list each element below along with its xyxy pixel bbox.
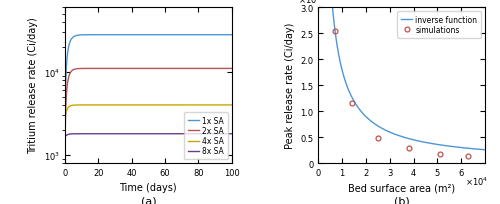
Line: inverse function: inverse function xyxy=(328,0,485,150)
8x SA xyxy=(134,133,140,135)
simulations xyxy=(375,137,381,139)
2x SA xyxy=(174,68,180,70)
8x SA xyxy=(160,133,166,135)
inverse function xyxy=(430,143,436,145)
Y-axis label: Tritium release rate (Ci/day): Tritium release rate (Ci/day) xyxy=(28,18,38,154)
Text: $\times 10^4$: $\times 10^4$ xyxy=(465,175,488,187)
2x SA xyxy=(160,68,166,70)
Text: $\times 10^4$: $\times 10^4$ xyxy=(298,0,322,6)
2x SA xyxy=(105,68,111,70)
Legend: 1x SA, 2x SA, 4x SA, 8x SA: 1x SA, 2x SA, 4x SA, 8x SA xyxy=(184,113,228,159)
Line: simulations: simulations xyxy=(332,29,471,159)
8x SA xyxy=(62,136,68,139)
inverse function xyxy=(366,118,372,120)
2x SA xyxy=(62,147,68,150)
8x SA xyxy=(138,133,143,135)
8x SA xyxy=(228,133,234,135)
1x SA xyxy=(175,34,181,37)
Text: (a): (a) xyxy=(140,196,156,204)
X-axis label: Time (days): Time (days) xyxy=(120,183,177,192)
2x SA xyxy=(188,68,194,70)
Text: (b): (b) xyxy=(394,196,409,204)
Line: 2x SA: 2x SA xyxy=(65,69,232,149)
4x SA xyxy=(228,104,234,107)
simulations xyxy=(466,155,471,158)
simulations xyxy=(437,153,443,155)
1x SA xyxy=(92,34,98,37)
8x SA xyxy=(174,133,180,135)
simulations xyxy=(406,147,412,150)
4x SA xyxy=(160,104,166,107)
4x SA xyxy=(92,104,98,107)
1x SA xyxy=(188,34,194,37)
X-axis label: Bed surface area (m²): Bed surface area (m²) xyxy=(348,183,455,192)
inverse function xyxy=(443,145,449,147)
Legend: inverse function, simulations: inverse function, simulations xyxy=(397,12,481,39)
4x SA xyxy=(174,104,180,107)
4x SA xyxy=(142,104,148,107)
2x SA xyxy=(157,68,163,70)
1x SA xyxy=(228,34,234,37)
8x SA xyxy=(188,133,194,135)
2x SA xyxy=(228,68,234,70)
1x SA xyxy=(138,34,143,37)
inverse function xyxy=(396,135,402,137)
1x SA xyxy=(105,34,111,37)
8x SA xyxy=(92,133,98,135)
Line: 8x SA: 8x SA xyxy=(65,134,232,137)
2x SA xyxy=(92,68,98,70)
Y-axis label: Peak release rate (Ci/day): Peak release rate (Ci/day) xyxy=(284,23,294,149)
simulations xyxy=(348,103,354,105)
8x SA xyxy=(105,133,111,135)
simulations xyxy=(332,30,338,33)
1x SA xyxy=(62,133,68,135)
4x SA xyxy=(62,117,68,119)
4x SA xyxy=(105,104,111,107)
inverse function xyxy=(352,103,358,106)
inverse function xyxy=(418,141,424,143)
Line: 1x SA: 1x SA xyxy=(65,35,232,134)
2x SA xyxy=(138,68,143,70)
1x SA xyxy=(174,34,180,37)
4x SA xyxy=(188,104,194,107)
1x SA xyxy=(160,34,166,37)
Line: 4x SA: 4x SA xyxy=(65,105,232,118)
4x SA xyxy=(138,104,143,107)
inverse function xyxy=(482,149,488,151)
